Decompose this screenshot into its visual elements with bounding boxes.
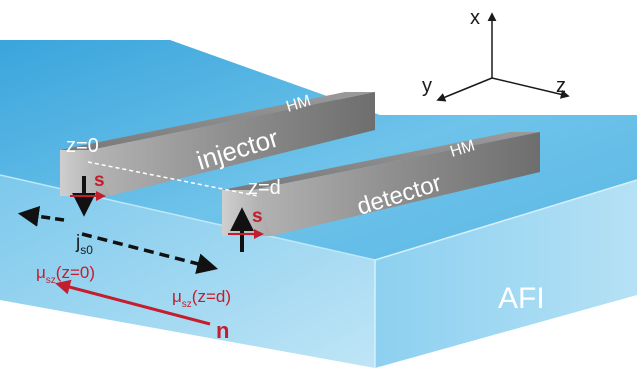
mu-left-label: μsz(z=0) — [36, 263, 95, 286]
afi-substrate: AFI — [0, 40, 637, 368]
z-axis-label: z — [556, 75, 566, 97]
mu-right-base: μ — [172, 287, 182, 306]
detector-s-label: s — [252, 206, 263, 227]
injector-hm-tag: HM — [284, 92, 313, 116]
injector-front-face — [90, 92, 375, 196]
x-axis-label: x — [470, 7, 480, 29]
spin-current-left-arrow — [17, 205, 65, 227]
z-guide-line — [87, 161, 259, 197]
mu-left-sub: sz — [46, 275, 56, 286]
spin-current-base: j — [75, 232, 80, 253]
coordinate-axes: x y z — [422, 7, 570, 102]
injector-side-face — [60, 150, 110, 196]
spin-current: js0 — [17, 205, 219, 274]
y-axis-label: y — [422, 75, 432, 97]
injector-spin: s — [70, 170, 106, 217]
mu-left-arg: (z=0) — [56, 263, 95, 282]
afi-label: AFI — [498, 282, 545, 315]
mu-right-arg: (z=d) — [192, 287, 231, 306]
detector-hm-tag: HM — [448, 137, 477, 161]
mu-left-base: μ — [36, 263, 46, 282]
detector-front-face — [252, 132, 540, 236]
injector-bar: injector HM z=0 — [60, 92, 375, 196]
injector-z-label: z=0 — [66, 135, 99, 157]
spin-current-sub: s0 — [80, 243, 93, 257]
y-axis-arrow — [436, 77, 493, 102]
neel-vector-arrow — [55, 279, 211, 326]
mu-right-sub: sz — [182, 299, 192, 310]
detector-spin: s — [228, 206, 264, 252]
detector-top-face — [222, 132, 540, 190]
afi-edge — [374, 179, 637, 261]
injector-top-face — [60, 92, 375, 150]
z-axis-arrow — [491, 77, 570, 99]
afi-side-face — [375, 180, 637, 368]
mu-right-label: μsz(z=d) — [172, 287, 231, 310]
afi-front-face — [0, 175, 375, 368]
detector-z-label: z=d — [248, 177, 281, 199]
spin-current-right-arrow — [81, 232, 219, 274]
spin-current-label: js0 — [75, 232, 93, 257]
afi-top-face — [0, 40, 637, 260]
neel-vector-label: n — [216, 318, 229, 343]
injector-s-label: s — [94, 170, 105, 191]
neel-vector: n — [55, 279, 229, 343]
